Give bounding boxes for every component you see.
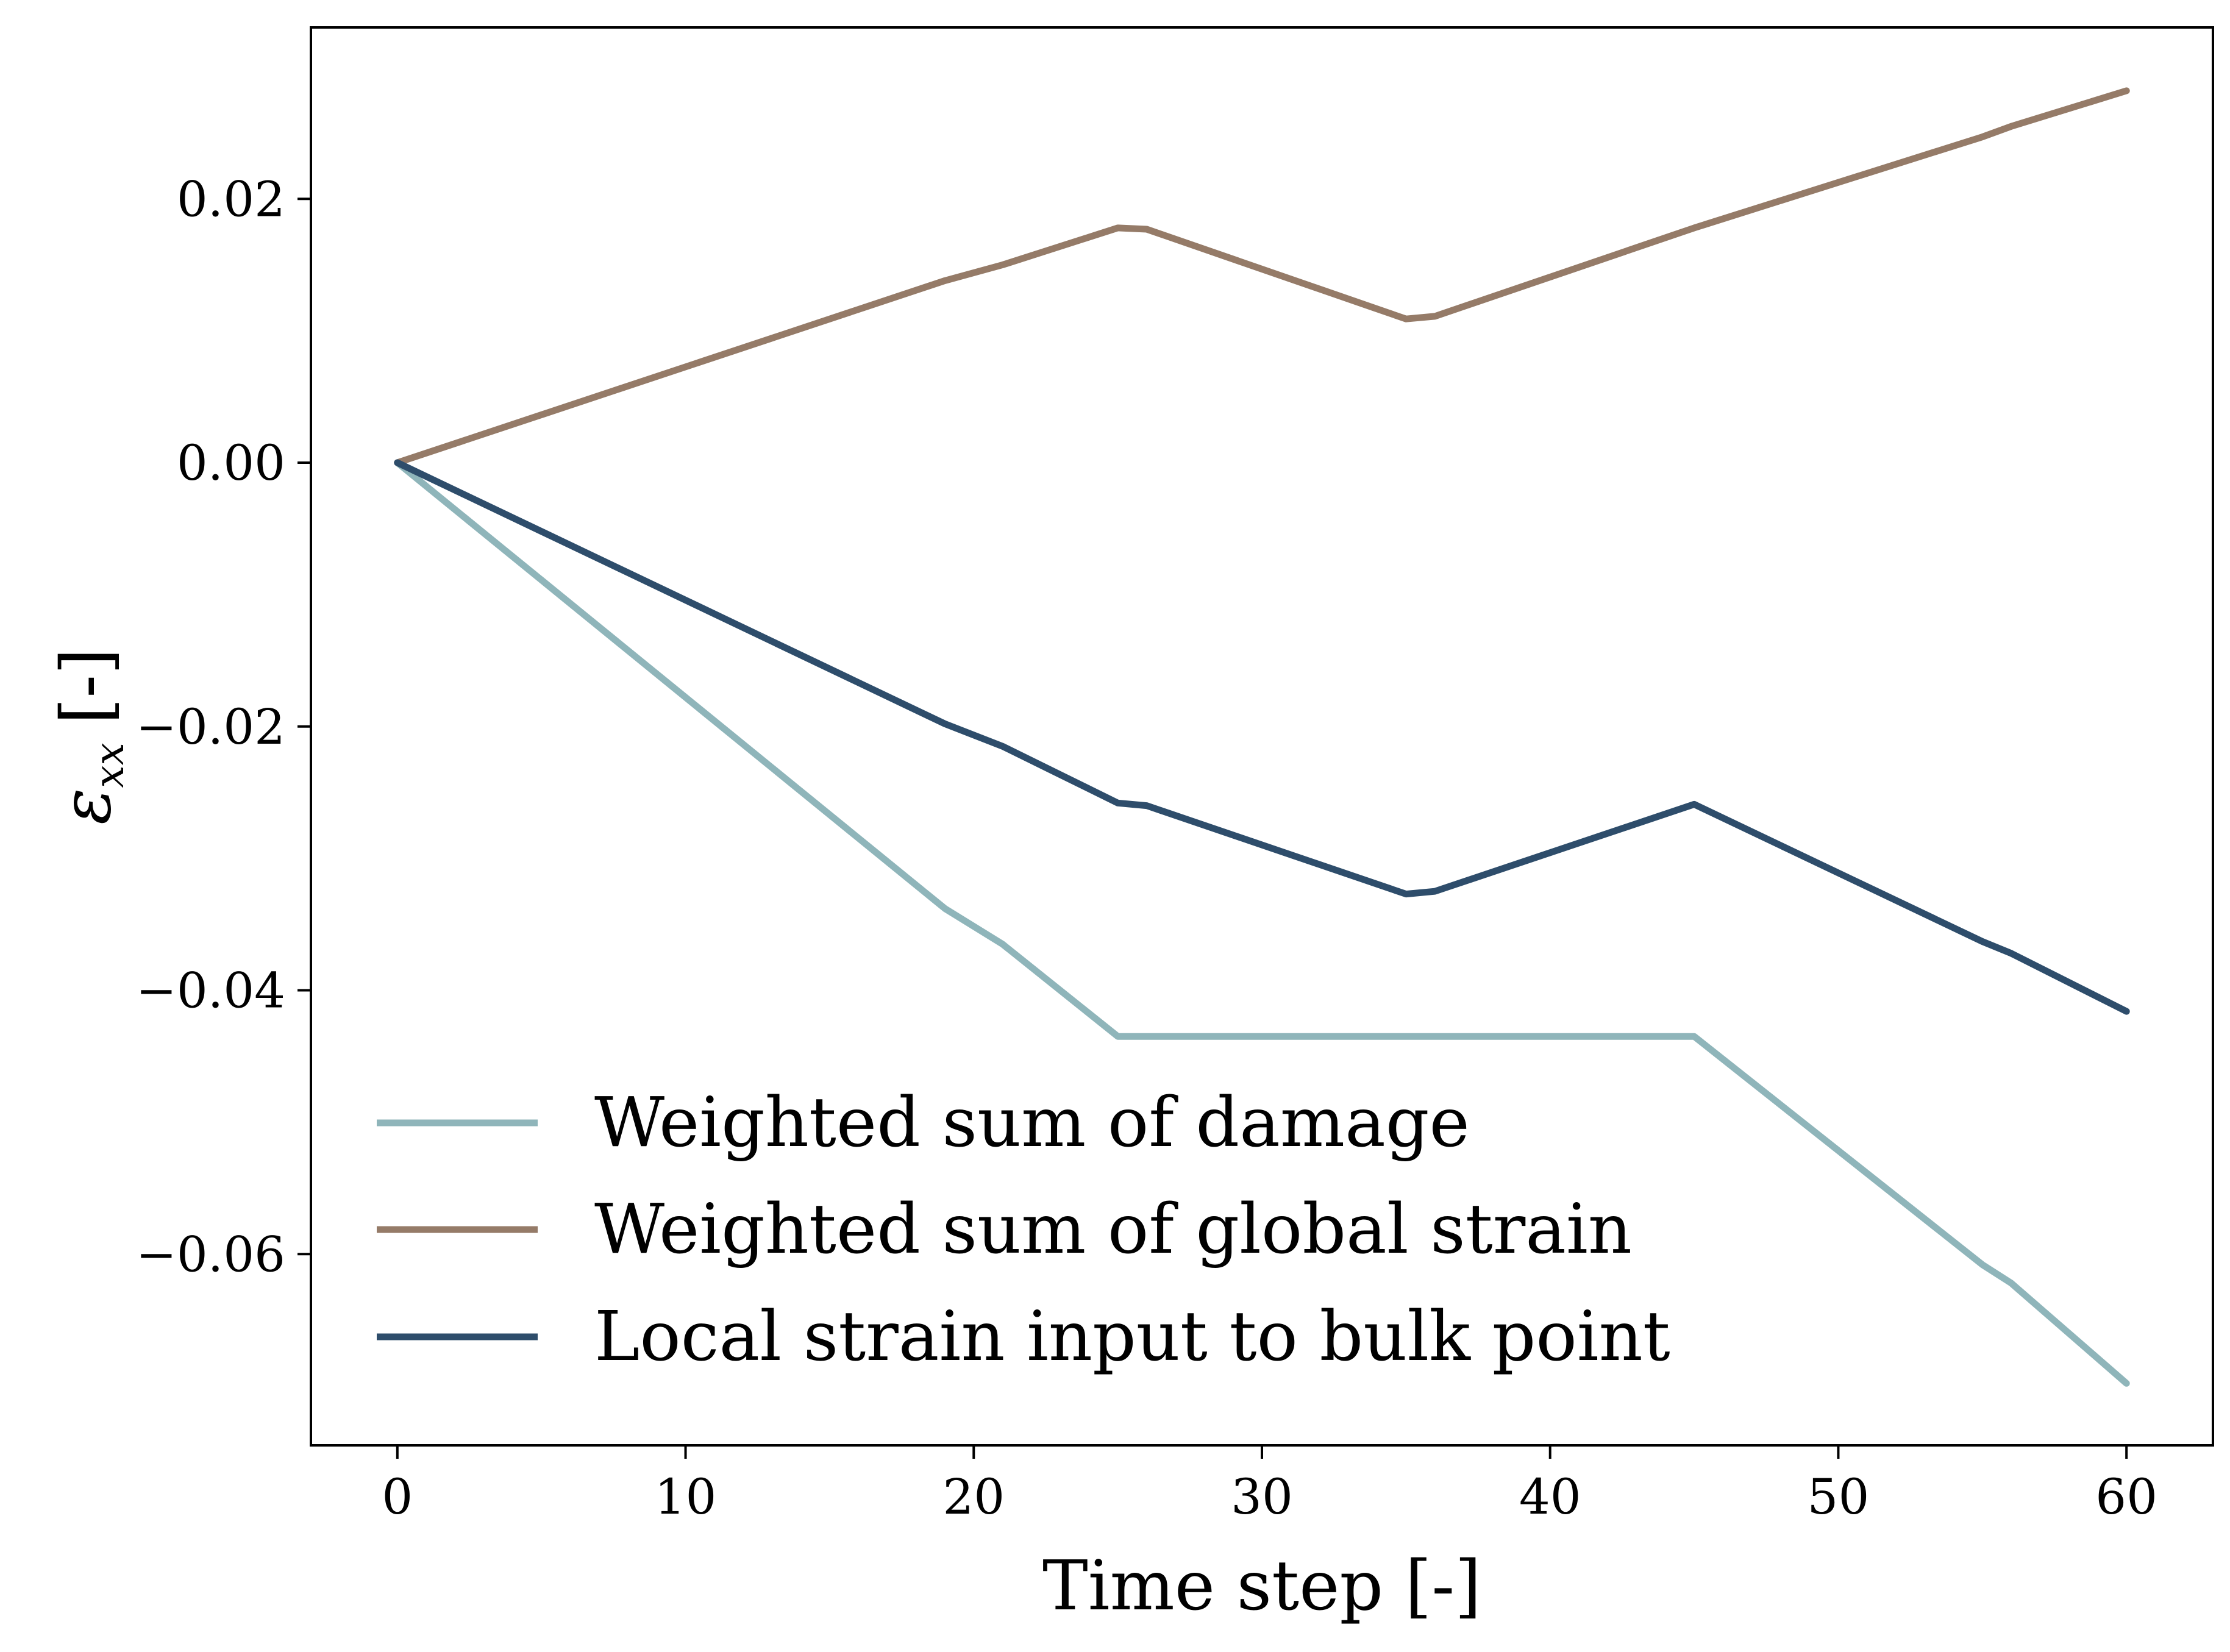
y-tick-label: −0.06 [136,1226,285,1283]
y-axis-title-subscript: xx [86,742,133,788]
y-axis-title: εxx [-] [47,648,133,825]
x-tick-label: 40 [1519,1469,1581,1525]
y-axis-title-unit: [-] [47,648,126,724]
x-tick-label: 50 [1808,1469,1870,1525]
y-tick-label: 0.00 [177,435,285,491]
series-layer [394,87,2130,1387]
x-tick-label: 10 [655,1469,717,1525]
x-tick-label: 20 [942,1469,1005,1525]
y-tick-label: −0.02 [136,699,285,755]
y-tick-label: 0.02 [177,171,285,227]
legend-label: Local strain input to bulk point [594,1297,1670,1376]
series-line-2 [394,87,2130,466]
svg-text:εxx[-]: εxx [-] [47,648,133,825]
legend-label: Weighted sum of global strain [594,1190,1632,1269]
x-tick-label: 60 [2095,1469,2157,1525]
x-tick-label: 0 [382,1469,413,1525]
y-tick-label: −0.04 [136,963,285,1019]
x-axis-title: Time step [-] [1042,1547,1481,1626]
series-line-3 [394,459,2130,1015]
y-axis-title-symbol: ε [47,788,126,825]
legend-label: Weighted sum of damage [594,1083,1470,1162]
y-axis: −0.06 −0.04 −0.02 0.00 0.02 [136,171,311,1283]
legend: Weighted sum of damage Weighted sum of gl… [377,1083,1670,1376]
x-axis: 0 10 20 30 40 50 60 [382,1445,2157,1525]
series-line-1 [394,459,2130,1387]
x-tick-label: 30 [1231,1469,1293,1525]
